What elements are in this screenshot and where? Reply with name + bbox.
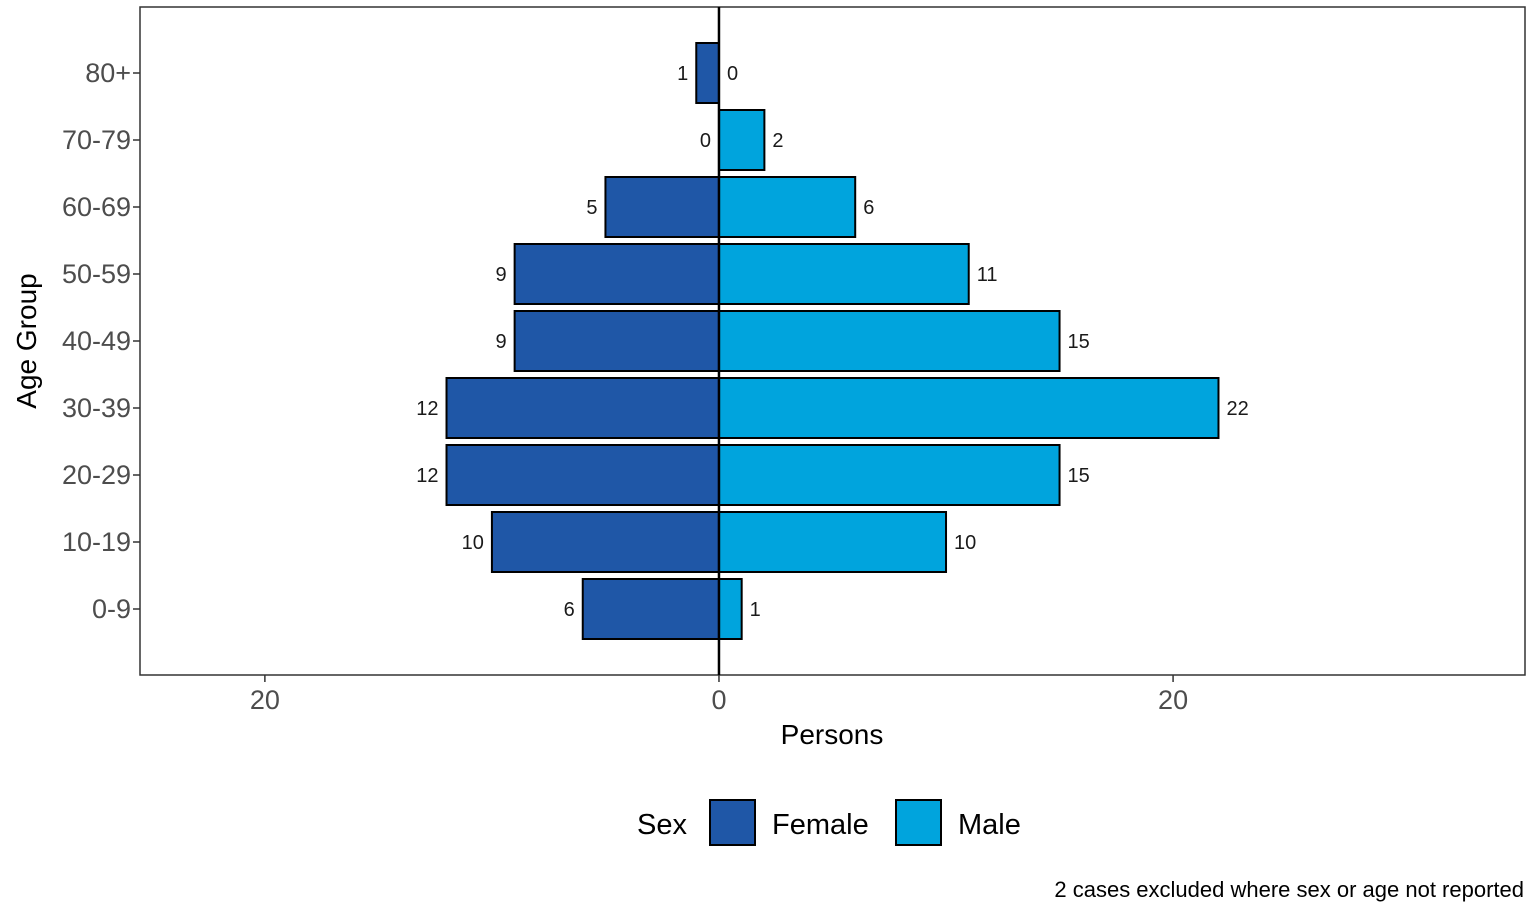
- data-label-male-60-69: 6: [863, 197, 874, 219]
- data-label-female-50-59: 9: [496, 264, 507, 286]
- y-tick-label-20-29: 20-29: [62, 460, 131, 490]
- data-label-female-80-: 1: [677, 63, 688, 85]
- data-label-female-30-39: 12: [416, 398, 438, 420]
- legend-title: Sex: [637, 809, 687, 841]
- y-tick-label-60-69: 60-69: [62, 192, 131, 222]
- bar-female-20-29: [445, 444, 720, 506]
- data-label-female-20-29: 12: [416, 465, 438, 487]
- y-tick-label-70-79: 70-79: [62, 125, 131, 155]
- data-label-female-10-19: 10: [462, 532, 484, 554]
- bar-female-40-49: [513, 310, 720, 372]
- bar-male-40-49: [717, 310, 1061, 372]
- legend-label-male: Male: [958, 809, 1021, 841]
- data-label-female-0-9: 6: [564, 599, 575, 621]
- legend-label-female: Female: [772, 809, 869, 841]
- x-axis-title: Persons: [781, 719, 884, 750]
- data-label-male-80-: 0: [727, 63, 738, 85]
- y-tick-label-40-49: 40-49: [62, 326, 131, 356]
- bars-layer: [445, 42, 1220, 640]
- bar-female-80-: [695, 42, 720, 104]
- y-tick-label-80-: 80+: [85, 58, 131, 88]
- data-label-male-30-39: 22: [1226, 398, 1248, 420]
- y-tick-label-0-9: 0-9: [92, 594, 131, 624]
- y-tick-label-10-19: 10-19: [62, 527, 131, 557]
- bar-male-10-19: [717, 511, 948, 573]
- bar-female-50-59: [513, 243, 720, 305]
- x-tick-label--20: 20: [250, 685, 280, 715]
- bar-male-60-69: [717, 176, 857, 238]
- bar-male-70-79: [717, 109, 766, 171]
- data-label-male-20-29: 15: [1068, 465, 1090, 487]
- bar-male-30-39: [717, 377, 1220, 439]
- y-tick-label-30-39: 30-39: [62, 393, 131, 423]
- bar-female-10-19: [490, 511, 720, 573]
- bar-female-30-39: [445, 377, 720, 439]
- bar-male-0-9: [717, 578, 743, 640]
- legend-swatch-male: [895, 799, 942, 846]
- data-label-male-70-79: 2: [772, 130, 783, 152]
- data-label-male-0-9: 1: [750, 599, 761, 621]
- bar-female-0-9: [581, 578, 720, 640]
- bar-male-50-59: [717, 243, 970, 305]
- y-axis: 80+ 70-79 60-69 50-59 40-49 30-39 20-29 10-19 0-…: [62, 58, 140, 624]
- legend: Sex Female Male: [637, 799, 1021, 846]
- data-label-male-50-59: 11: [977, 264, 998, 286]
- data-label-male-40-49: 15: [1068, 331, 1090, 353]
- y-axis-title: Age Group: [11, 273, 42, 408]
- data-label-female-40-49: 9: [496, 331, 507, 353]
- x-tick-label-20: 20: [1158, 685, 1188, 715]
- x-axis: 20 0 20: [250, 675, 1188, 715]
- x-tick-label-0: 0: [711, 685, 726, 715]
- data-label-female-70-79: 0: [700, 130, 711, 152]
- data-label-male-10-19: 10: [954, 532, 976, 554]
- y-tick-label-50-59: 50-59: [62, 259, 131, 289]
- bar-male-20-29: [717, 444, 1061, 506]
- bar-female-60-69: [604, 176, 720, 238]
- legend-swatch-female: [709, 799, 756, 846]
- data-label-female-60-69: 5: [586, 197, 597, 219]
- chart-caption: 2 cases excluded where sex or age not re…: [1054, 877, 1524, 902]
